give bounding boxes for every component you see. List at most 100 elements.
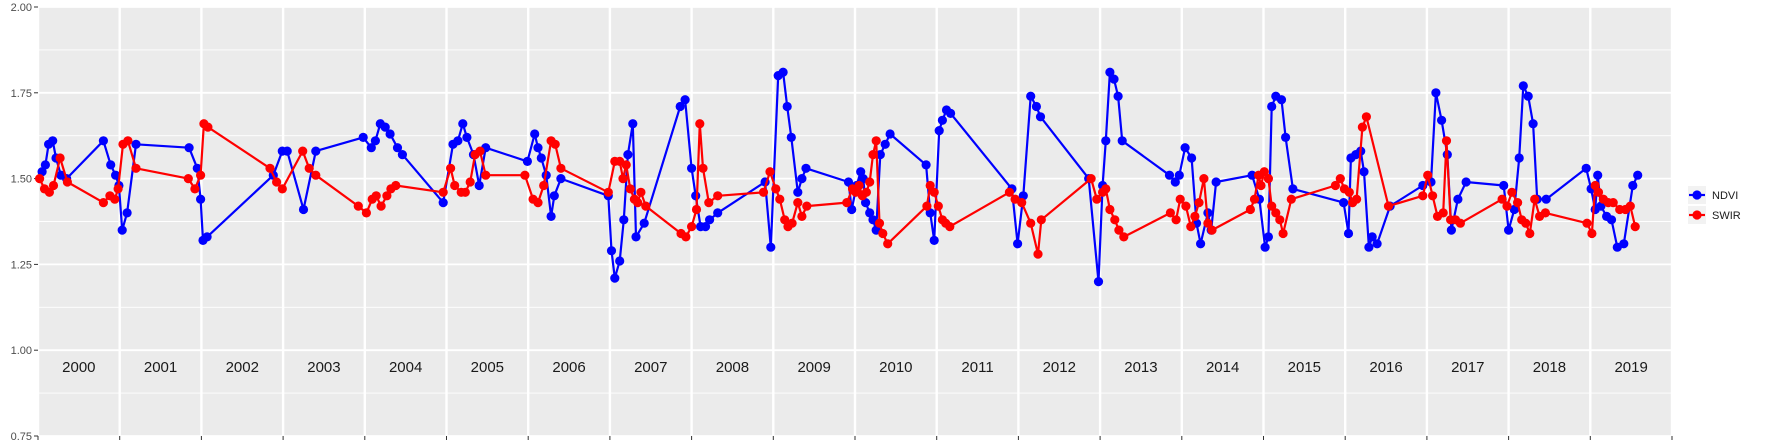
year-label: 2011 <box>961 359 993 376</box>
data-point-swir <box>1587 228 1597 239</box>
data-point-swir <box>1245 204 1255 215</box>
data-point-swir <box>865 177 875 187</box>
data-point-swir <box>44 187 55 197</box>
data-point-ndvi <box>691 191 701 201</box>
year-label: 2001 <box>144 359 177 376</box>
y-tick-label: 1.00 <box>11 345 32 357</box>
data-point-ndvi <box>1101 136 1111 146</box>
data-point-ndvi <box>880 139 890 149</box>
data-point-ndvi <box>929 235 939 245</box>
data-point-swir <box>871 136 881 146</box>
data-point-ndvi <box>847 204 857 215</box>
data-point-swir <box>203 122 213 132</box>
y-axis: 0.75 1.00 1.25 1.50 1.75 2.00 <box>11 2 38 442</box>
data-point-ndvi <box>1461 177 1471 187</box>
data-point-swir <box>929 187 939 197</box>
data-point-ndvi <box>766 242 776 252</box>
data-point-ndvi <box>282 146 292 156</box>
data-point-swir <box>1181 201 1191 211</box>
data-point-ndvi <box>623 150 633 160</box>
data-point-swir <box>475 146 485 156</box>
year-label: 2013 <box>1124 359 1157 376</box>
data-point-ndvi <box>885 129 895 139</box>
data-point-swir <box>771 184 781 194</box>
y-tick-label: 1.50 <box>11 174 32 186</box>
data-point-swir <box>687 222 697 232</box>
data-point-ndvi <box>778 67 788 77</box>
data-point-swir <box>1004 187 1015 197</box>
data-point-swir <box>1593 187 1604 197</box>
data-point-swir <box>797 211 807 221</box>
data-point-swir <box>1175 194 1185 204</box>
data-point-ndvi <box>48 136 58 146</box>
data-point-ndvi <box>1187 153 1197 163</box>
data-point-ndvi <box>610 273 620 283</box>
data-point-ndvi <box>522 156 533 166</box>
data-point-swir <box>265 163 275 173</box>
data-point-ndvi <box>1633 170 1643 180</box>
data-point-ndvi <box>184 143 194 153</box>
data-point-swir <box>438 187 448 197</box>
year-label: 2016 <box>1369 359 1402 376</box>
data-point-ndvi <box>37 167 47 177</box>
data-point-ndvi <box>1288 184 1298 194</box>
data-point-ndvi <box>801 163 811 173</box>
data-point-swir <box>450 180 460 191</box>
data-point-swir <box>618 174 628 184</box>
data-point-swir <box>1278 228 1288 239</box>
data-point-ndvi <box>1260 242 1270 252</box>
data-point-ndvi <box>1170 177 1180 187</box>
data-point-swir <box>376 201 386 211</box>
data-point-swir <box>1521 218 1531 228</box>
data-point-swir <box>550 139 560 149</box>
data-point-ndvi <box>1628 180 1638 191</box>
data-point-swir <box>1267 201 1277 211</box>
data-point-swir <box>110 194 120 204</box>
data-point-swir <box>113 184 123 194</box>
data-point-swir <box>802 201 812 211</box>
data-point-swir <box>1026 218 1036 228</box>
data-point-swir <box>1497 194 1507 204</box>
data-point-ndvi <box>700 222 711 232</box>
data-point-swir <box>793 198 803 208</box>
data-point-ndvi <box>453 136 463 146</box>
data-point-ndvi <box>1281 132 1291 142</box>
data-point-swir <box>633 198 643 208</box>
data-point-swir <box>55 153 65 163</box>
data-point-ndvi <box>1267 101 1277 112</box>
data-point-ndvi <box>1247 170 1257 180</box>
data-point-swir <box>1502 201 1512 211</box>
year-label: 2005 <box>471 359 504 376</box>
data-point-swir <box>446 163 456 173</box>
data-point-swir <box>1275 215 1285 225</box>
data-point-ndvi <box>606 246 617 256</box>
data-point-ndvi <box>358 132 368 142</box>
data-point-swir <box>196 170 206 180</box>
year-label: 2003 <box>307 359 340 376</box>
legend-label-swir: SWIR <box>1712 210 1741 222</box>
data-point-swir <box>1186 222 1196 232</box>
y-tick-label: 2.00 <box>11 2 32 14</box>
data-point-ndvi <box>1367 232 1377 242</box>
data-point-ndvi <box>1359 167 1369 177</box>
data-point-swir <box>922 201 932 211</box>
data-point-swir <box>1033 249 1043 259</box>
data-point-ndvi <box>1174 170 1184 180</box>
data-point-swir <box>1423 170 1433 180</box>
year-label: 2004 <box>389 359 422 376</box>
data-point-swir <box>1194 198 1204 208</box>
data-point-ndvi <box>380 122 390 132</box>
data-point-ndvi <box>1514 153 1524 163</box>
data-point-swir <box>1352 194 1362 204</box>
data-point-swir <box>1017 198 1027 208</box>
data-point-ndvi <box>705 215 715 225</box>
data-point-ndvi <box>1431 88 1441 98</box>
data-point-swir <box>878 228 888 239</box>
data-point-swir <box>1249 194 1260 204</box>
year-label: 2006 <box>552 359 585 376</box>
data-point-ndvi <box>1619 239 1629 249</box>
data-point-swir <box>391 180 401 191</box>
data-point-ndvi <box>111 170 121 180</box>
data-point-swir <box>1630 222 1640 232</box>
